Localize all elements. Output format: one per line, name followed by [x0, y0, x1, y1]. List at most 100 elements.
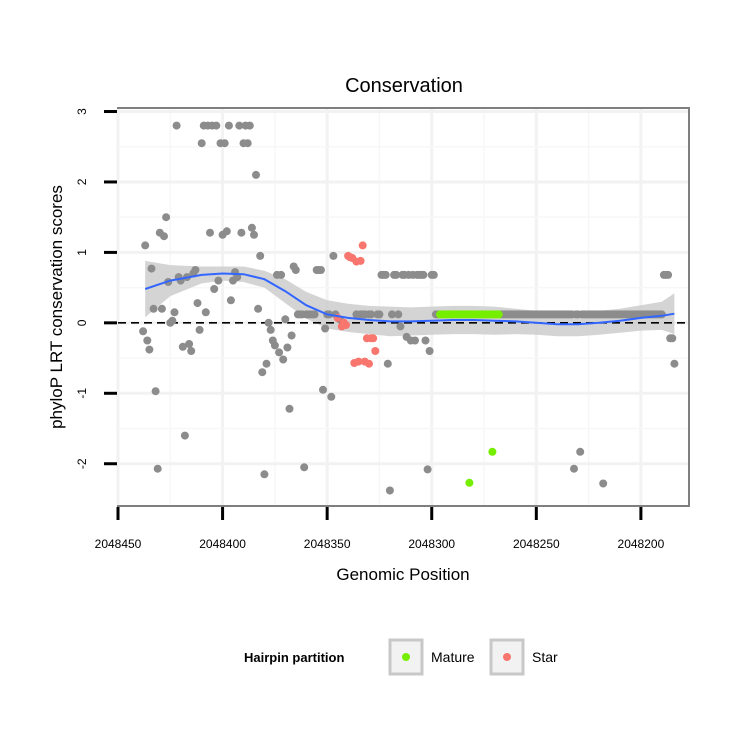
point-other-1 [139, 327, 148, 336]
point-other-7 [153, 464, 162, 473]
point-other-3 [145, 345, 154, 354]
point-other-28 [197, 139, 206, 148]
point-other-110 [394, 310, 403, 319]
point-other-27 [195, 325, 204, 334]
series-mature [436, 310, 503, 487]
point-other-66 [277, 270, 286, 279]
point-other-68 [281, 315, 290, 324]
point-other-26 [193, 299, 202, 308]
y-tick-label-1: -1 [75, 388, 89, 399]
point-star-11 [358, 241, 367, 250]
point-other-52 [247, 223, 256, 232]
point-other-214 [599, 479, 608, 488]
point-other-127 [429, 270, 438, 279]
point-other-168 [576, 447, 585, 456]
point-other-0 [141, 241, 150, 250]
point-other-22 [185, 340, 194, 348]
point-other-71 [287, 331, 296, 340]
point-other-125 [425, 347, 434, 355]
smooth-line-group [144, 272, 675, 326]
point-other-165 [570, 464, 578, 473]
point-other-99 [367, 310, 376, 319]
point-other-42 [226, 296, 235, 305]
point-other-11 [162, 213, 171, 222]
point-other-2 [143, 336, 152, 345]
point-other-57 [258, 368, 267, 377]
point-other-109 [392, 270, 401, 279]
point-other-10 [160, 232, 168, 241]
point-other-73 [291, 266, 300, 274]
x-tick-label-0: 2048450 [95, 537, 142, 551]
legend-dot-star [503, 653, 511, 661]
point-other-15 [170, 308, 179, 317]
point-other-213 [670, 359, 679, 368]
point-other-59 [262, 359, 271, 368]
point-mature-30 [488, 447, 497, 456]
point-other-14 [168, 316, 177, 325]
point-other-60 [264, 318, 273, 327]
y-axis-label: phyloP LRT conservation scores [47, 185, 66, 429]
point-other-32 [206, 228, 214, 237]
point-other-70 [285, 404, 294, 413]
y-tick-label-2: 0 [75, 319, 89, 326]
legend-label-star: Star [532, 649, 558, 665]
point-other-122 [419, 270, 428, 279]
point-other-35 [212, 121, 221, 130]
smooth-line [144, 272, 675, 326]
x-tick-label-4: 2048250 [513, 537, 560, 551]
y-tick-label-3: 1 [75, 249, 89, 256]
point-other-58 [260, 470, 269, 479]
x-tick-label-5: 2048200 [618, 537, 665, 551]
point-other-47 [237, 228, 246, 237]
x-tick-label-1: 2048400 [199, 537, 246, 551]
point-other-77 [300, 463, 309, 472]
chart-title: Conservation [345, 75, 463, 97]
point-other-39 [220, 139, 229, 148]
point-other-4 [147, 264, 156, 273]
point-other-105 [383, 359, 392, 368]
point-star-17 [371, 347, 380, 355]
point-other-50 [243, 139, 252, 148]
point-other-9 [157, 304, 166, 313]
y-tick-label-5: 3 [75, 108, 89, 115]
point-other-23 [187, 347, 196, 355]
point-other-56 [256, 251, 265, 260]
point-other-40 [222, 227, 231, 236]
point-other-16 [172, 121, 181, 130]
point-star-16 [369, 334, 378, 343]
point-other-20 [180, 431, 189, 440]
point-other-19 [178, 342, 187, 351]
point-other-91 [329, 251, 338, 260]
point-star-3 [342, 321, 350, 329]
point-star-14 [365, 359, 373, 368]
plot-panel [117, 107, 690, 507]
point-other-34 [210, 285, 219, 293]
point-other-124 [423, 465, 432, 474]
y-axis: -2 -1 0 1 2 3 [75, 108, 117, 469]
point-other-101 [375, 310, 384, 319]
point-other-25 [191, 266, 200, 274]
legend-dot-mature [402, 653, 410, 661]
point-other-55 [254, 304, 263, 313]
point-other-65 [275, 348, 284, 357]
y-tick-label-0: -2 [75, 458, 89, 469]
point-other-53 [250, 230, 258, 239]
point-other-46 [235, 121, 244, 130]
point-mature-28 [494, 310, 503, 319]
x-tick-label-3: 2048300 [408, 537, 455, 551]
point-other-104 [381, 270, 390, 279]
point-other-6 [151, 387, 160, 396]
point-other-212 [668, 334, 677, 343]
point-other-86 [319, 385, 327, 394]
point-other-30 [201, 308, 210, 317]
point-other-67 [279, 355, 288, 364]
point-star-10 [356, 256, 365, 265]
point-other-123 [421, 336, 430, 345]
grid-lines [116, 109, 688, 505]
point-other-45 [233, 273, 242, 282]
point-other-54 [252, 170, 260, 179]
point-other-107 [388, 310, 396, 319]
point-other-111 [396, 322, 405, 331]
point-other-61 [266, 325, 275, 334]
